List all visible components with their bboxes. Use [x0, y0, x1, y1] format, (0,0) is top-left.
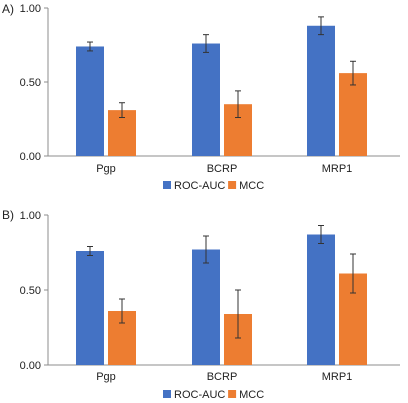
- panel-a-bar-rocauc-pgp: [76, 46, 104, 157]
- panel-a-bar-mcc-mrp1: [339, 73, 367, 156]
- panel-b-legend-label: MCC: [239, 389, 264, 401]
- panel-b-legend-swatch: [228, 390, 237, 398]
- panel-a-legend-label: MCC: [239, 180, 264, 192]
- panel-a-bar-rocauc-bcrp: [192, 43, 220, 156]
- panel-a-legend-swatch: [228, 181, 237, 189]
- panel-b-bar-rocauc-mrp1: [307, 234, 335, 365]
- panel-b-legend-swatch: [163, 390, 171, 398]
- panel-b-category-label: MRP1: [322, 371, 353, 383]
- panel-a-legend-swatch: [163, 181, 171, 189]
- panel-b-category-label: BCRP: [207, 371, 238, 383]
- panel-a-category-label: BCRP: [207, 163, 238, 175]
- panel-a-bar-rocauc-mrp1: [307, 25, 335, 157]
- panel-a-category-label: Pgp: [96, 163, 116, 175]
- panel-b-letter: B): [2, 208, 14, 222]
- panel-a-legend-label: ROC-AUC: [174, 180, 225, 192]
- panel-b-ytick-label: 1.00: [20, 210, 41, 222]
- panel-a-ytick-label: 0.50: [20, 77, 41, 89]
- panel-a-category-label: MRP1: [322, 163, 353, 175]
- panel-b-ytick-label: 0.50: [20, 285, 41, 297]
- panel-b-category-label: Pgp: [96, 371, 116, 383]
- panel-b-bar-rocauc-bcrp: [192, 249, 220, 365]
- panel-a-letter: A): [2, 2, 14, 16]
- panel-b-bar-rocauc-pgp: [76, 251, 104, 365]
- panel-a-ytick-label: 1.00: [20, 3, 41, 15]
- panel-b-legend-label: ROC-AUC: [174, 389, 225, 401]
- panel-a-ytick-label: 0.00: [20, 151, 41, 163]
- panel-b-ytick-label: 0.00: [20, 360, 41, 372]
